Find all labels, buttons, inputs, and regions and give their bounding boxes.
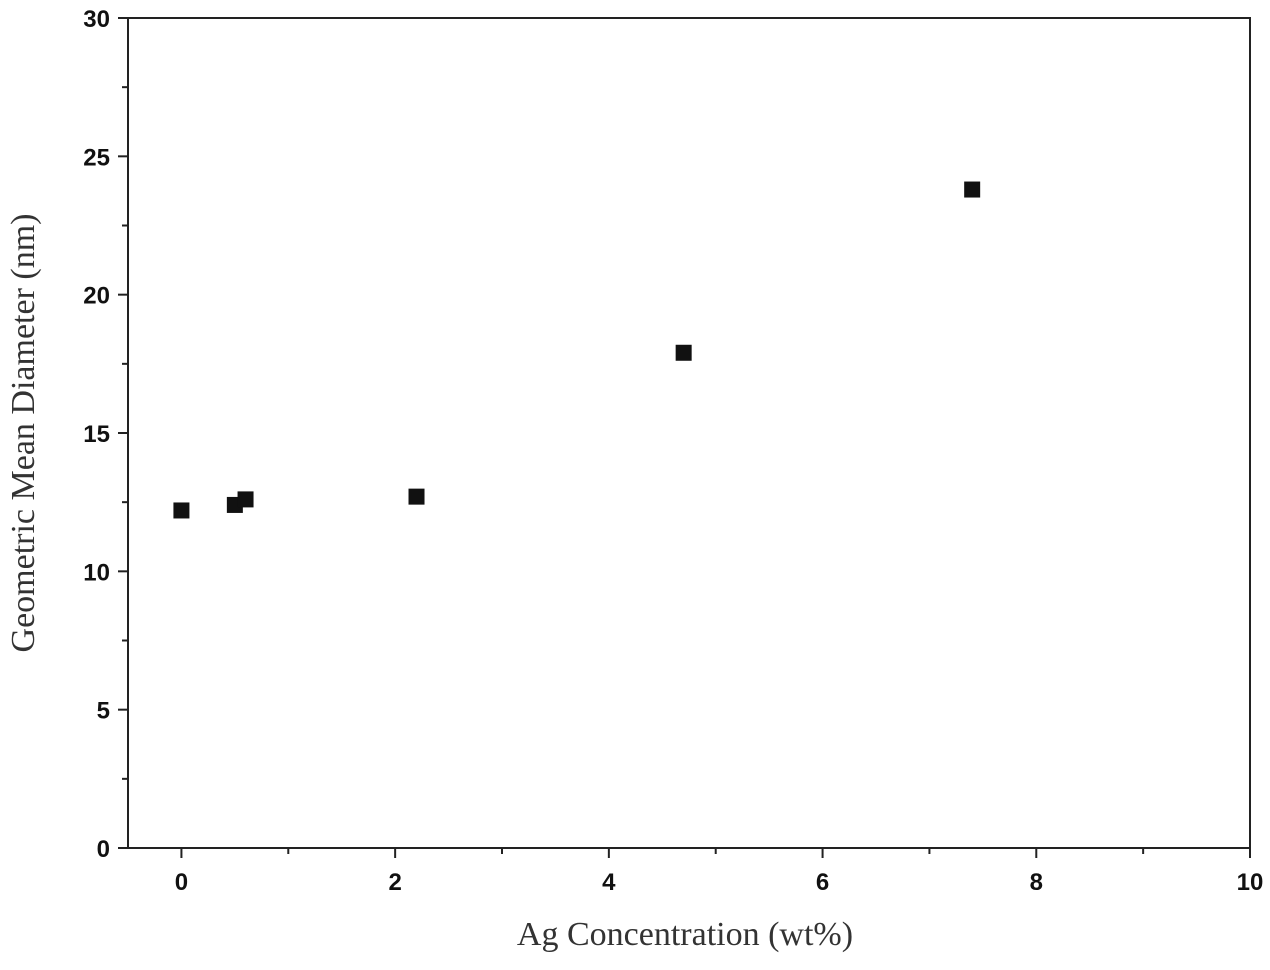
x-tick-label: 8 xyxy=(1030,869,1043,896)
marker xyxy=(964,181,981,198)
y-tick-label: 30 xyxy=(83,6,110,33)
marker xyxy=(675,344,692,361)
marker xyxy=(408,488,425,505)
x-tick-label: 0 xyxy=(175,869,188,896)
x-tick-label: 2 xyxy=(388,869,401,896)
x-axis-label: Ag Concentration (wt%) xyxy=(517,916,853,953)
marker xyxy=(237,491,254,508)
y-axis-label: Geometric Mean Diameter (nm) xyxy=(5,214,42,653)
y-tick-label: 15 xyxy=(83,421,110,448)
y-tick-label: 10 xyxy=(83,559,110,586)
marker xyxy=(173,502,190,519)
plot-frame xyxy=(127,17,1251,849)
y-tick-label: 25 xyxy=(83,144,110,171)
y-tick-label: 5 xyxy=(97,698,110,725)
y-tick-label: 20 xyxy=(83,283,110,310)
y-tick-label: 0 xyxy=(97,836,110,863)
x-tick-label: 10 xyxy=(1237,869,1264,896)
x-tick-label: 6 xyxy=(816,869,829,896)
x-tick-label: 4 xyxy=(602,869,616,896)
